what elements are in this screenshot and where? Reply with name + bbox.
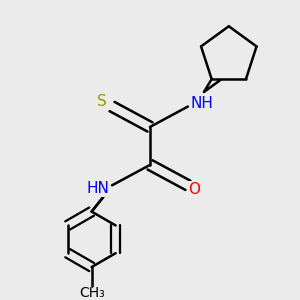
Text: HN: HN	[86, 181, 109, 196]
Text: CH₃: CH₃	[79, 286, 104, 300]
Text: S: S	[97, 94, 107, 109]
Text: NH: NH	[191, 96, 214, 111]
Text: O: O	[188, 182, 200, 197]
